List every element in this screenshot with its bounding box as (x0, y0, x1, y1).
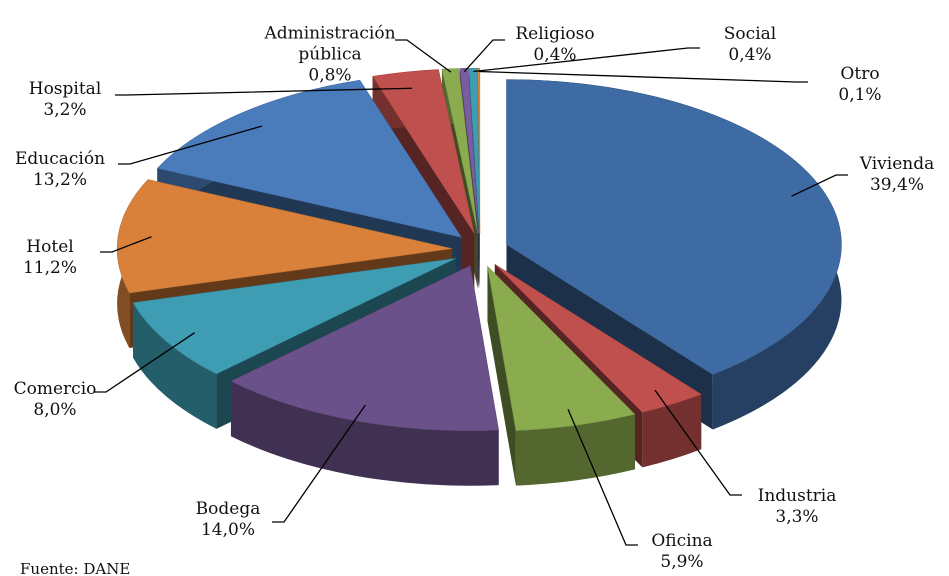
slice-label: Hotel 11,2% (23, 237, 77, 279)
source-note: Fuente: DANE (20, 560, 131, 576)
slice (156, 79, 463, 238)
leader-line (463, 39, 505, 73)
leader-line (478, 70, 808, 83)
slice-side (515, 414, 635, 486)
value-label: 14,0% (200, 520, 256, 540)
slice (372, 69, 475, 234)
slice-label: Otro 0,1% (838, 64, 881, 106)
category-label: Vivienda (859, 154, 935, 174)
category-label: Otro (840, 64, 880, 84)
value-label: 0,4% (728, 45, 772, 65)
slice-wall (487, 266, 516, 486)
value-label: 8,0% (33, 400, 77, 420)
slice-label: Hospital 3,2% (29, 79, 102, 121)
leader-line (791, 174, 848, 197)
slice (116, 179, 453, 294)
leader-line (473, 47, 700, 73)
category-label: Educación (14, 149, 106, 169)
leader-line (654, 389, 742, 496)
value-label: 0,8% (308, 65, 352, 86)
category-label: Oficina (651, 531, 713, 551)
leader-line (567, 409, 638, 546)
slice-label: Administración pública 0,8% (240, 24, 420, 87)
value-label: 3,3% (775, 507, 819, 527)
value-label: 39,4% (869, 175, 925, 195)
leader-line (272, 404, 366, 523)
leader-line (395, 39, 452, 73)
slice-label: Social 0,4% (724, 24, 776, 66)
slice-label: Oficina 5,9% (651, 531, 712, 573)
slice-label: Vivienda 39,4% (860, 154, 934, 196)
slice (132, 258, 456, 375)
category-label: Hotel (26, 237, 74, 257)
category-label: Hospital (28, 79, 102, 99)
category-label: Industria (757, 486, 837, 506)
slice-label: Religioso 0,4% (515, 24, 594, 66)
slice-label: Educación 13,2% (15, 149, 105, 191)
value-label: 0,4% (533, 45, 577, 65)
slice-label: Industria 3,3% (758, 486, 837, 528)
leader-line (118, 125, 263, 165)
slice (230, 265, 499, 431)
category-label: Religioso (515, 24, 595, 44)
value-label: 3,2% (43, 100, 87, 120)
category-label: Bodega (195, 499, 261, 519)
value-label: 11,2% (22, 258, 78, 278)
leader-line (94, 332, 196, 393)
slice-side (642, 394, 702, 468)
slice-side (133, 302, 217, 429)
category-label: Administración pública (264, 23, 396, 65)
leader-line (115, 87, 413, 96)
value-label: 5,9% (660, 552, 704, 572)
category-label: Social (723, 24, 777, 44)
leader-line (100, 236, 152, 253)
slice (441, 68, 478, 234)
value-label: 13,2% (32, 170, 88, 190)
slice (506, 79, 842, 375)
category-label: Comercio (13, 379, 97, 399)
pie-tops (116, 67, 842, 431)
value-label: 0,1% (838, 85, 882, 105)
slice-label: Comercio 8,0% (14, 379, 97, 421)
slice (477, 67, 481, 234)
slice (468, 67, 480, 234)
slice (494, 264, 702, 413)
slice-label: Bodega 14,0% (196, 499, 261, 541)
slice (487, 265, 636, 431)
